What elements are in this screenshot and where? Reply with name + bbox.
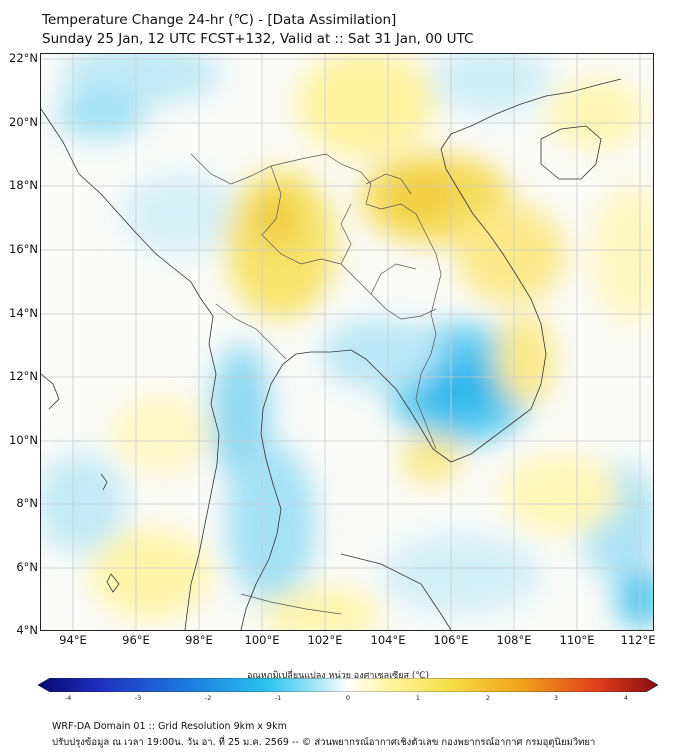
colorbar-tick-4: 4 bbox=[623, 694, 629, 702]
lat-label-12n: 12°N bbox=[9, 369, 38, 383]
borders bbox=[190, 153, 442, 615]
lon-label-108e: 108°E bbox=[496, 633, 532, 647]
colorbar-tick-3: 3 bbox=[553, 694, 559, 702]
lon-label-98e: 98°E bbox=[185, 633, 213, 647]
lon-label-112e: 112°E bbox=[620, 633, 656, 647]
coastlines bbox=[41, 78, 622, 630]
chart-title: Temperature Change 24-hr (℃) - [Data Ass… bbox=[42, 12, 397, 28]
lat-label-18n: 18°N bbox=[9, 178, 38, 192]
map-panel[interactable] bbox=[40, 53, 654, 631]
colorbar-tick-neg4: -4 bbox=[64, 694, 72, 702]
colorbar-tick-neg1: -1 bbox=[274, 694, 282, 702]
colorbar bbox=[38, 678, 658, 692]
lon-label-104e: 104°E bbox=[370, 633, 406, 647]
lat-label-14n: 14°N bbox=[9, 306, 38, 320]
lat-label-22n: 22°N bbox=[9, 51, 38, 65]
lon-label-106e: 106°E bbox=[433, 633, 469, 647]
colorbar-tick-1: 1 bbox=[415, 694, 421, 702]
lon-label-110e: 110°E bbox=[559, 633, 595, 647]
temperature-map bbox=[41, 54, 653, 630]
lat-label-20n: 20°N bbox=[9, 115, 38, 129]
lon-label-96e: 96°E bbox=[122, 633, 150, 647]
footer-grid-info: WRF-DA Domain 01 :: Grid Resolution 9km … bbox=[52, 721, 287, 732]
footer-credit: ปรับปรุงข้อมูล ณ เวลา 19:00น. วัน อา. ที… bbox=[52, 737, 596, 748]
graticule bbox=[41, 54, 653, 630]
lon-label-102e: 102°E bbox=[307, 633, 343, 647]
colorbar-label: อุณหภูมิเปลี่ยนแปลง หน่วย องศาเซลเซียส (… bbox=[246, 671, 430, 681]
colorbar-tick-0: 0 bbox=[345, 694, 351, 702]
colorbar-tick-neg2: -2 bbox=[204, 694, 212, 702]
temperature-field bbox=[41, 54, 653, 630]
lat-label-6n: 6°N bbox=[16, 560, 38, 574]
lat-label-4n: 4°N bbox=[16, 623, 38, 637]
lat-label-8n: 8°N bbox=[16, 496, 38, 510]
colorbar-tick-2: 2 bbox=[485, 694, 491, 702]
lat-label-10n: 10°N bbox=[9, 433, 38, 447]
chart-subtitle: Sunday 25 Jan, 12 UTC FCST+132, Valid at… bbox=[42, 31, 474, 47]
lon-label-94e: 94°E bbox=[59, 633, 87, 647]
colorbar-tick-neg3: -3 bbox=[134, 694, 142, 702]
lat-label-16n: 16°N bbox=[9, 242, 38, 256]
lon-label-100e: 100°E bbox=[244, 633, 280, 647]
